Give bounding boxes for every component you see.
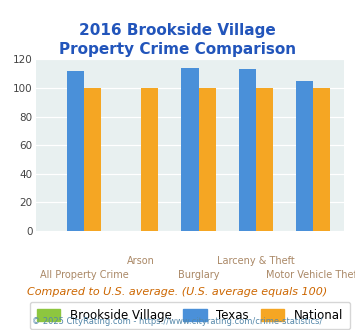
Text: Arson: Arson (127, 256, 155, 266)
Text: All Property Crime: All Property Crime (40, 270, 129, 280)
Bar (141, 88, 158, 231)
Text: Motor Vehicle Theft: Motor Vehicle Theft (266, 270, 355, 280)
Bar (313, 88, 330, 231)
Legend: Brookside Village, Texas, National: Brookside Village, Texas, National (29, 302, 350, 329)
Bar (198, 88, 215, 231)
Bar (296, 81, 313, 231)
Text: Compared to U.S. average. (U.S. average equals 100): Compared to U.S. average. (U.S. average … (27, 287, 328, 297)
Bar (84, 88, 101, 231)
Bar (239, 69, 256, 231)
Bar (181, 68, 198, 231)
Text: Burglary: Burglary (178, 270, 219, 280)
Text: © 2025 CityRating.com - https://www.cityrating.com/crime-statistics/: © 2025 CityRating.com - https://www.city… (32, 317, 323, 326)
Bar (256, 88, 273, 231)
Text: 2016 Brookside Village
Property Crime Comparison: 2016 Brookside Village Property Crime Co… (59, 23, 296, 57)
Bar (67, 71, 84, 231)
Text: Larceny & Theft: Larceny & Theft (217, 256, 295, 266)
